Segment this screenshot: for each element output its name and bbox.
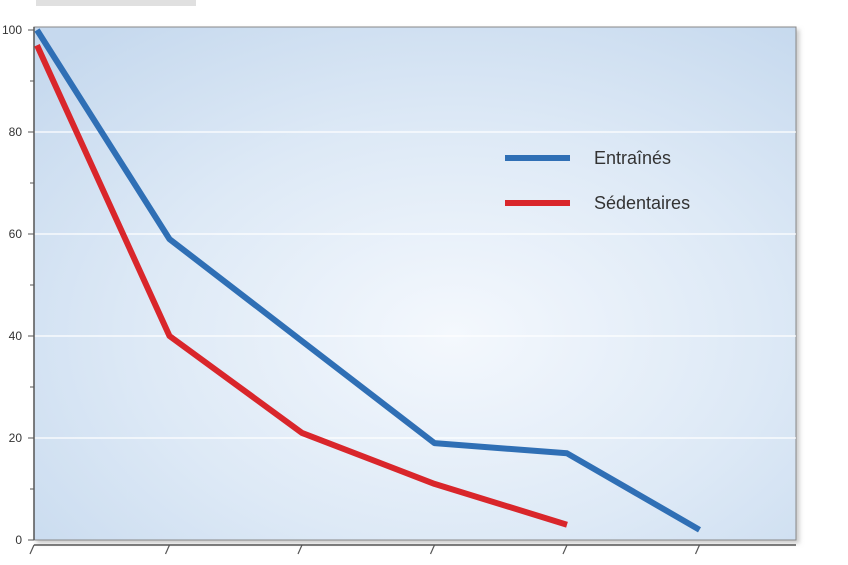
gridlines bbox=[34, 131, 796, 439]
plot-area bbox=[33, 26, 797, 541]
legend-label-entraines: Entraînés bbox=[594, 148, 671, 168]
x-tick bbox=[297, 544, 303, 555]
y-tick-label: 0 bbox=[15, 533, 22, 547]
y-tick-label: 40 bbox=[9, 329, 23, 343]
x-tick bbox=[694, 544, 701, 555]
series-line-sedentaires bbox=[34, 44, 568, 528]
x-tick bbox=[429, 544, 436, 555]
legend-label-sedentaires: Sédentaires bbox=[594, 193, 690, 213]
y-tick-label: 20 bbox=[9, 431, 23, 445]
clipped-axis-title-mark bbox=[36, 0, 196, 6]
x-tick bbox=[562, 544, 568, 555]
axes: 0 20 40 60 80 100 bbox=[2, 23, 796, 555]
series-line-entraines bbox=[34, 28, 702, 533]
x-tick bbox=[164, 544, 171, 555]
y-tick-label: 100 bbox=[2, 23, 22, 37]
y-tick-label: 80 bbox=[9, 125, 23, 139]
x-tick bbox=[29, 544, 35, 555]
series-lines bbox=[34, 28, 702, 533]
legend: Entraînés Sédentaires bbox=[505, 148, 690, 213]
y-tick-label: 60 bbox=[9, 227, 23, 241]
